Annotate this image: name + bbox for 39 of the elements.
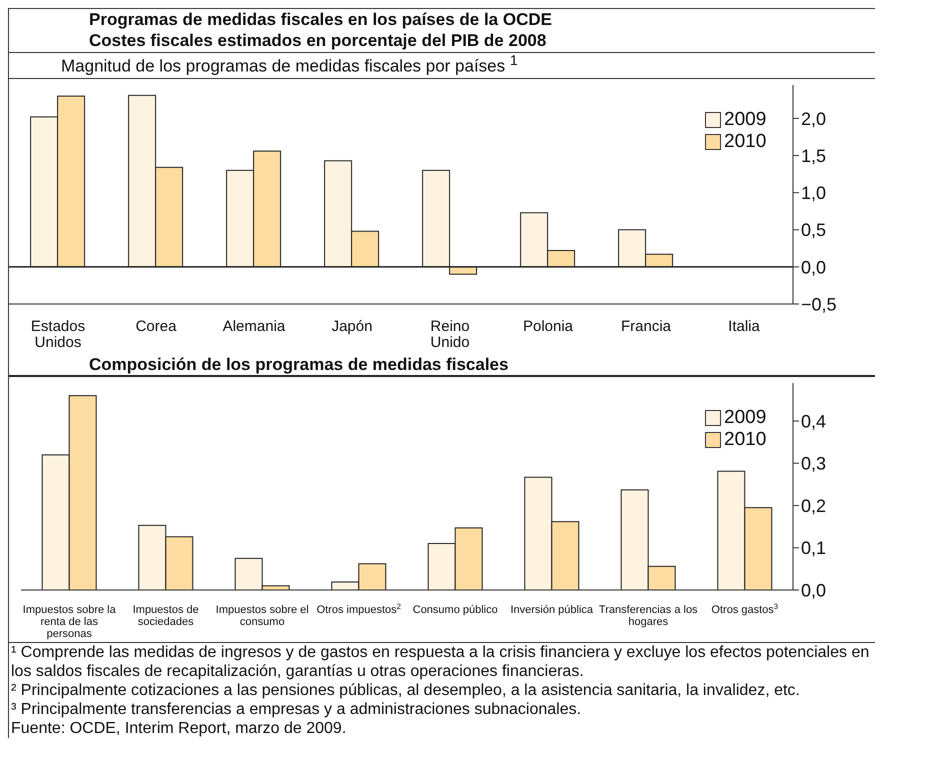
text: ² Principalmente cotizaciones a las pensiones públicas, al desempleo, a la asistencia sanitaria, la invalidez, etc. [10, 680, 801, 700]
y-tick-label: 1,0 [801, 182, 826, 203]
y-tick-label: 0,0 [801, 256, 826, 277]
chart-title: Programas de medidas fiscales en los países de la OCDE [9, 8, 875, 30]
text: Magnitud de los programas de medidas fiscales por países $^{1}$ [9, 53, 875, 79]
text: ¹ Comprende las medidas de ingresos y de gastos en respuesta a la crisis financiera y excluye los efectos potenciales en los saldos fiscales de recapitalización, garantías u otras operaciones financieras. [9, 642, 875, 681]
y-tick-label: 2,0 [801, 108, 826, 128]
y-tick-label: 0,3 [801, 453, 826, 474]
text: ³ Principalmente transferencias a empresas y a administraciones subnacionales. [10, 700, 582, 719]
y-tick-label: 1,5 [801, 146, 826, 166]
x-tick-label: Reino Unido [430, 318, 470, 351]
y-tick-label: 0,0 [801, 580, 826, 600]
legend-label: 2010 [724, 130, 766, 153]
x-tick-label: Corea [136, 318, 178, 335]
x-tick-label: Inversión pública [510, 604, 594, 616]
legend-label: 2009 [724, 108, 766, 131]
legend-label: 2010 [724, 428, 766, 451]
x-tick-label: Polonia [522, 318, 574, 335]
x-tick-label: Italia [728, 318, 760, 335]
x-tick-label: Impuestos sobre la renta de las personas [22, 604, 117, 640]
chart-title: Composición de los programas de medidas fiscales [9, 354, 875, 377]
x-tick-label: Impuestos de sociedades [132, 604, 199, 628]
x-tick-label: Impuestos sobre el consumo [216, 604, 309, 628]
x-tick-label: Alemania [222, 318, 286, 335]
y-tick-label: −0,5 [801, 294, 837, 314]
x-tick-label: Transferencias a los hogares [598, 604, 698, 628]
x-tick-label: Otros impuestos$^{2}$ [316, 601, 401, 616]
y-tick-label: 0,1 [801, 538, 826, 558]
x-tick-label: Japón [332, 318, 372, 335]
chart-subtitle: Costes fiscales estimados en porcentaje del PIB de 2008 [9, 30, 875, 53]
x-tick-label: Francia [620, 318, 672, 335]
legend-label: 2009 [724, 406, 766, 429]
y-tick-label: 0,2 [801, 496, 826, 516]
source-note: Fuente: OCDE, Interim Report, marzo de 2009. [10, 718, 348, 738]
y-tick-label: 0,4 [801, 411, 826, 432]
x-tick-label: Estados Unidos [30, 318, 86, 351]
x-tick-label: Otros gastos$^{3}$ [711, 601, 778, 616]
y-tick-label: 0,5 [801, 220, 826, 240]
x-tick-label: Consumo público [412, 604, 498, 616]
